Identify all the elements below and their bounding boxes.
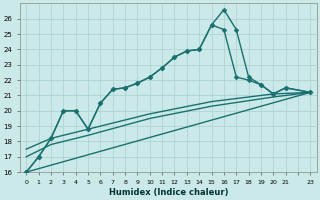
X-axis label: Humidex (Indice chaleur): Humidex (Indice chaleur) [108,188,228,197]
